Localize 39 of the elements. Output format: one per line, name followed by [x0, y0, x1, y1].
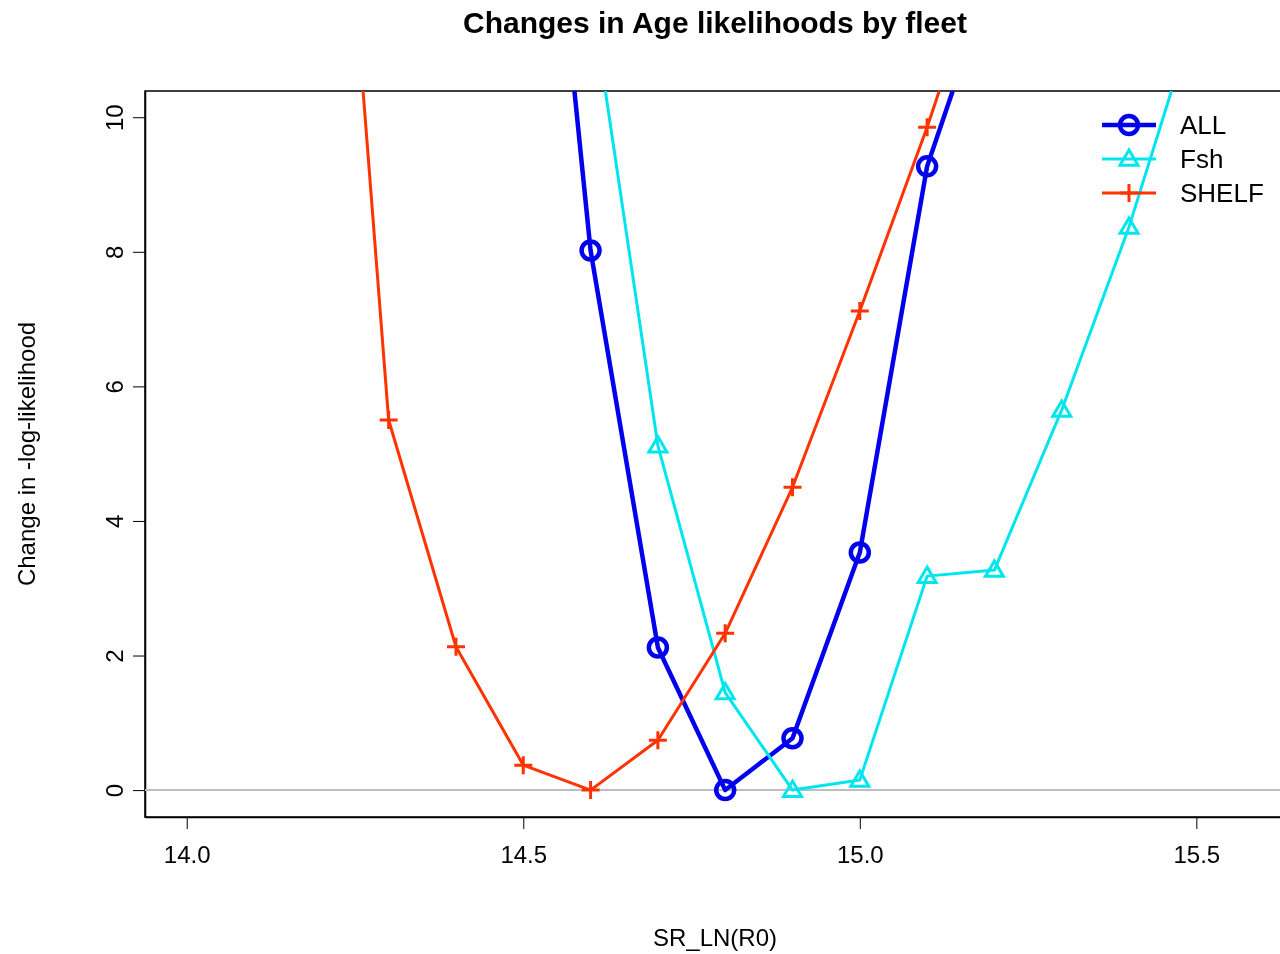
- x-tick-label: 15.0: [836, 841, 884, 869]
- point: [647, 435, 669, 454]
- point: [849, 300, 871, 322]
- point: [1118, 216, 1140, 235]
- point: [848, 541, 872, 564]
- x-axis-title: SR_LN(R0): [652, 924, 778, 951]
- point: [849, 769, 871, 788]
- point: [1051, 399, 1073, 418]
- y-tick-label: 6: [101, 380, 129, 394]
- point: [916, 116, 938, 138]
- y-tick-label: 4: [101, 514, 129, 529]
- point: [915, 155, 939, 178]
- point: [647, 729, 669, 751]
- x-tick-label: 15.5: [1173, 841, 1221, 869]
- point: [512, 754, 534, 776]
- y-tick-label: 10: [101, 104, 129, 132]
- point: [714, 682, 736, 701]
- legend-label: Fsh: [1180, 144, 1224, 175]
- point: [713, 778, 737, 802]
- point: [646, 636, 670, 659]
- x-tick-label: 14.0: [163, 841, 211, 869]
- point: [916, 565, 938, 584]
- point: [580, 779, 602, 801]
- point: [378, 409, 400, 431]
- legend-label: SHELF: [1180, 178, 1264, 209]
- point: [781, 727, 804, 750]
- x-tick-label: 14.5: [500, 841, 548, 869]
- point: [782, 779, 803, 798]
- y-tick-label: 8: [101, 245, 129, 259]
- point: [782, 476, 803, 498]
- chart-title: Changes in Age likelihoods by fleet: [463, 6, 967, 39]
- y-axis-title: Change in -log-likelihood: [13, 321, 40, 587]
- y-tick-label: 0: [101, 783, 129, 798]
- y-tick-label: 2: [101, 649, 129, 663]
- point: [983, 559, 1005, 578]
- point: [445, 636, 467, 658]
- point: [579, 239, 602, 262]
- legend-label: ALL: [1180, 110, 1227, 141]
- point: [714, 622, 736, 644]
